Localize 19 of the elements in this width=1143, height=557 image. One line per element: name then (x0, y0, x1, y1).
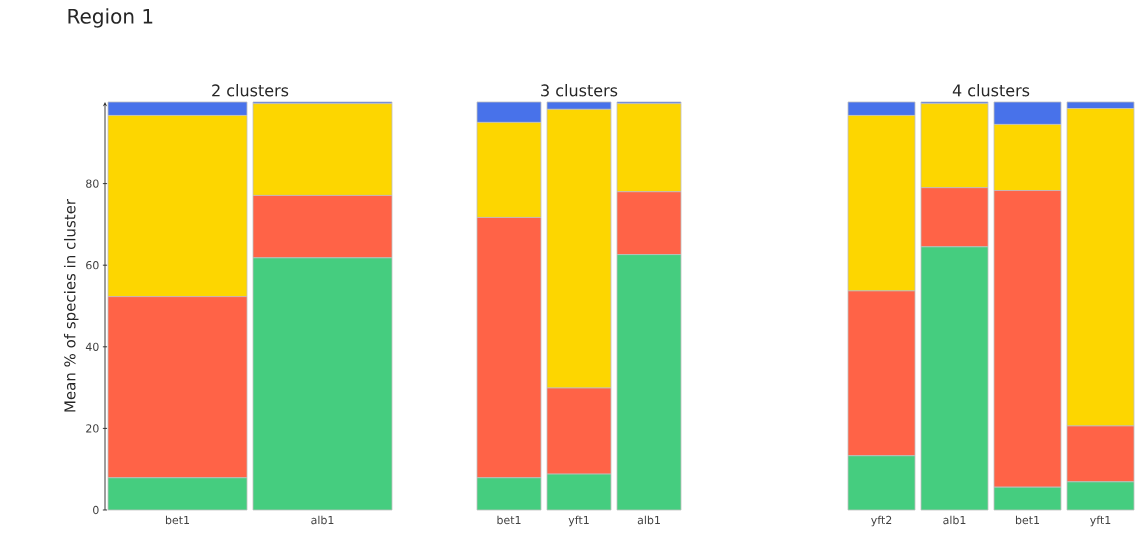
y-tick-label: 80 (86, 179, 99, 188)
x-tick-label: yft1 (568, 515, 589, 527)
x-tick-label: alb1 (311, 515, 334, 525)
x-tick-label: bet1 (497, 515, 521, 525)
x-tick-label: bet1 (165, 515, 190, 525)
y-axis-title: Mean % of species in cluster (63, 198, 79, 412)
x-tick-label: bet1 (1015, 515, 1040, 525)
chart-subtitle: 3 clusters (541, 84, 618, 97)
chart-subtitle: 4 clusters (952, 84, 1030, 97)
x-tick-label: yft1 (1090, 515, 1111, 527)
y-tick-label: 40 (85, 342, 99, 351)
y-tick-label: 20 (86, 424, 99, 433)
y-tick-label: 0 (93, 505, 99, 515)
chart-title: Region 1 (68, 8, 153, 28)
y-tick-label: 60 (86, 261, 99, 270)
x-tick-label: alb1 (943, 515, 966, 525)
x-tick-label: alb1 (637, 515, 660, 525)
x-tick-label: yft2 (871, 515, 892, 527)
chart-subtitle: 2 clusters (212, 84, 289, 97)
